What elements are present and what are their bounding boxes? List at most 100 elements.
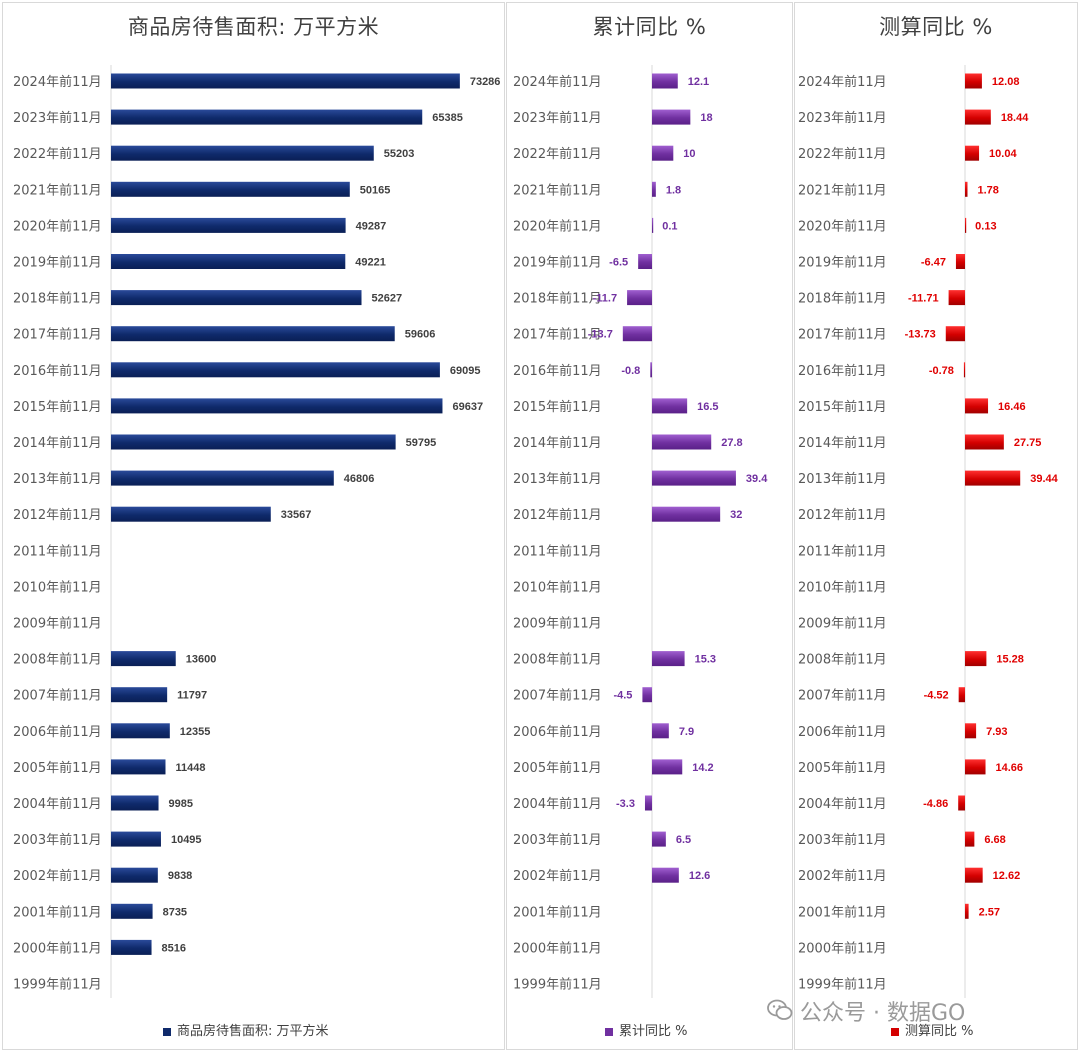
- bar[interactable]: [652, 651, 685, 667]
- category-label: 2015年前11月: [798, 399, 887, 415]
- panel-cumulative-yoy: 累计同比 % 2024年前11月 12.1 2023年前11月 18 2022年前11月…: [506, 2, 793, 1050]
- bar[interactable]: [652, 73, 678, 89]
- bar[interactable]: [111, 434, 396, 450]
- data-label: 9838: [168, 870, 192, 882]
- bar[interactable]: [965, 759, 986, 775]
- bar[interactable]: [111, 109, 423, 125]
- data-label: 18.44: [1001, 112, 1029, 124]
- bar[interactable]: [652, 398, 688, 414]
- bar[interactable]: [958, 795, 965, 811]
- category-label: 2013年前11月: [13, 471, 102, 487]
- bar[interactable]: [948, 290, 965, 306]
- bar[interactable]: [111, 470, 334, 486]
- bar[interactable]: [111, 939, 152, 955]
- bar[interactable]: [644, 795, 652, 811]
- bar[interactable]: [638, 254, 652, 269]
- bar[interactable]: [111, 723, 170, 739]
- bar[interactable]: [965, 867, 983, 883]
- data-label: 7.9: [679, 726, 694, 738]
- bar[interactable]: [652, 434, 712, 450]
- bar[interactable]: [652, 723, 669, 739]
- data-label: 9985: [169, 798, 193, 810]
- bar[interactable]: [652, 831, 666, 847]
- bar[interactable]: [111, 651, 176, 667]
- bar[interactable]: [642, 687, 652, 703]
- bar[interactable]: [965, 651, 987, 667]
- legend-unsold-area[interactable]: 商品房待售面积: 万平方米: [163, 1020, 329, 1039]
- category-label: 2019年前11月: [13, 255, 102, 271]
- category-label: 2004年前11月: [513, 796, 602, 812]
- bar[interactable]: [965, 398, 989, 414]
- data-label: -4.5: [613, 690, 632, 702]
- bar[interactable]: [652, 759, 683, 775]
- bar[interactable]: [111, 290, 362, 306]
- bar[interactable]: [945, 326, 965, 342]
- bar[interactable]: [652, 145, 674, 161]
- category-label: 2002年前11月: [13, 868, 102, 884]
- category-label: 2001年前11月: [13, 904, 102, 920]
- data-label: 49287: [356, 220, 387, 232]
- bar[interactable]: [111, 795, 159, 811]
- bar[interactable]: [627, 290, 652, 306]
- bar[interactable]: [652, 506, 721, 522]
- data-label: 49221: [355, 257, 386, 269]
- bar[interactable]: [965, 470, 1021, 486]
- data-label: 27.8: [721, 437, 742, 449]
- bar[interactable]: [111, 254, 346, 269]
- bar[interactable]: [652, 217, 654, 233]
- category-label: 2017年前11月: [513, 327, 602, 343]
- category-label: 2006年前11月: [13, 724, 102, 740]
- legend-cumulative-yoy[interactable]: 累计同比 %: [605, 1020, 688, 1039]
- bar[interactable]: [965, 723, 977, 739]
- bar[interactable]: [965, 217, 967, 233]
- bar[interactable]: [965, 181, 968, 197]
- legend-estimated-yoy[interactable]: 测算同比 %: [891, 1020, 974, 1039]
- bar[interactable]: [955, 254, 965, 269]
- bar[interactable]: [111, 181, 350, 197]
- category-label: 2018年前11月: [513, 291, 602, 307]
- bar[interactable]: [965, 903, 969, 919]
- category-label: 2024年前11月: [798, 74, 887, 90]
- bar[interactable]: [111, 398, 443, 414]
- data-label: 11448: [175, 762, 205, 774]
- data-label: 6.5: [676, 834, 691, 846]
- bar[interactable]: [111, 506, 271, 522]
- legend-swatch-unsold-area: [163, 1027, 171, 1036]
- chart-title-cumulative-yoy: 累计同比 %: [592, 15, 707, 39]
- bar[interactable]: [111, 687, 168, 703]
- category-label: 2011年前11月: [13, 543, 102, 559]
- bar[interactable]: [965, 831, 975, 847]
- bar[interactable]: [111, 759, 166, 775]
- bar[interactable]: [652, 109, 691, 125]
- bar[interactable]: [622, 326, 652, 342]
- category-label: 2007年前11月: [513, 688, 602, 704]
- bar[interactable]: [652, 867, 679, 883]
- bar[interactable]: [652, 470, 736, 486]
- bar[interactable]: [111, 326, 395, 342]
- legend-swatch-cumulative-yoy: [605, 1027, 613, 1036]
- bar[interactable]: [111, 145, 374, 161]
- bar[interactable]: [111, 362, 440, 378]
- category-label: 2001年前11月: [798, 904, 887, 920]
- bar[interactable]: [652, 181, 656, 197]
- bar[interactable]: [963, 362, 966, 378]
- bar[interactable]: [958, 687, 965, 703]
- data-label: 33567: [281, 509, 312, 521]
- bar[interactable]: [111, 903, 153, 919]
- data-label: 12.1: [688, 76, 709, 88]
- category-label: 2001年前11月: [513, 904, 602, 920]
- bar[interactable]: [965, 109, 991, 125]
- data-label: 59795: [406, 437, 437, 449]
- bar[interactable]: [965, 145, 980, 161]
- category-label: 2009年前11月: [513, 616, 602, 632]
- bar[interactable]: [965, 73, 982, 89]
- bar[interactable]: [965, 434, 1004, 450]
- bar[interactable]: [111, 217, 346, 233]
- data-label: 10: [683, 148, 695, 160]
- bar[interactable]: [111, 73, 460, 89]
- category-label: 2015年前11月: [513, 399, 602, 415]
- bar[interactable]: [650, 362, 652, 378]
- category-label: 2000年前11月: [13, 940, 102, 956]
- bar[interactable]: [111, 831, 161, 847]
- bar[interactable]: [111, 867, 158, 883]
